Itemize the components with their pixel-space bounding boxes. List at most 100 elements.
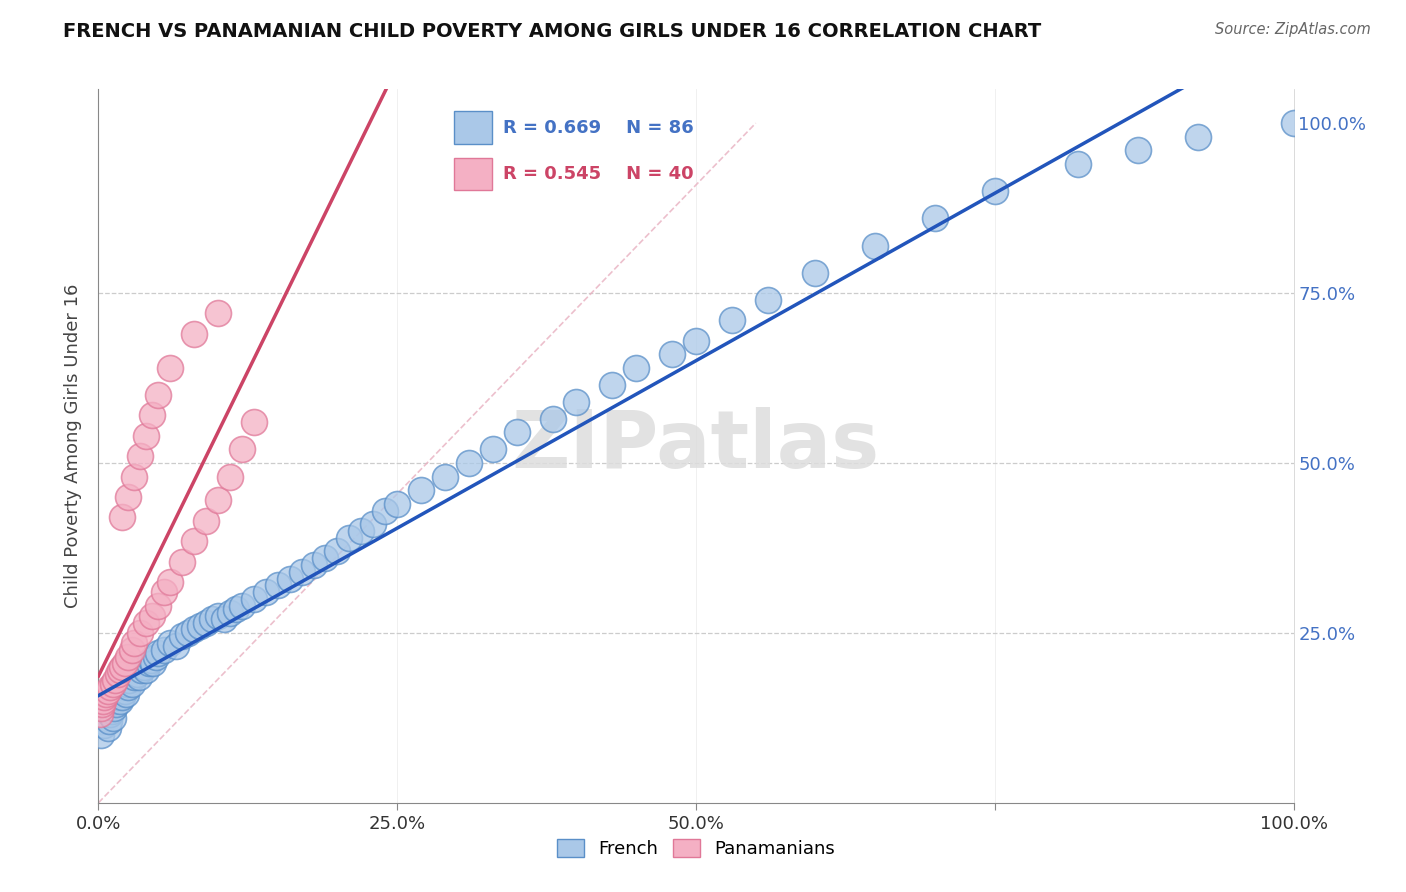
Point bbox=[721, 313, 744, 327]
Point bbox=[254, 585, 277, 599]
Point bbox=[804, 266, 827, 280]
Point bbox=[177, 626, 200, 640]
Point bbox=[219, 606, 242, 620]
Point bbox=[363, 517, 385, 532]
Point bbox=[1067, 157, 1090, 171]
Point bbox=[153, 585, 176, 599]
Point bbox=[90, 728, 112, 742]
Point bbox=[138, 657, 160, 671]
Point bbox=[104, 673, 127, 688]
Point bbox=[112, 680, 135, 694]
Point bbox=[105, 698, 128, 712]
Point bbox=[148, 599, 170, 613]
Point bbox=[458, 456, 481, 470]
Point bbox=[541, 412, 564, 426]
Point bbox=[141, 409, 163, 423]
Point bbox=[506, 425, 529, 440]
Point bbox=[172, 629, 194, 643]
Point bbox=[267, 578, 290, 592]
Point bbox=[225, 602, 247, 616]
Point bbox=[661, 347, 683, 361]
Point bbox=[125, 666, 148, 681]
Point bbox=[159, 636, 181, 650]
Point bbox=[183, 623, 205, 637]
Point bbox=[98, 698, 122, 712]
Point bbox=[984, 184, 1007, 198]
Point bbox=[121, 677, 143, 691]
Point bbox=[142, 657, 165, 671]
Point bbox=[685, 334, 707, 348]
Point bbox=[865, 238, 887, 252]
Point bbox=[159, 574, 181, 589]
Point bbox=[172, 555, 194, 569]
Point bbox=[219, 469, 242, 483]
Point bbox=[411, 483, 433, 498]
Point bbox=[129, 626, 152, 640]
Point bbox=[98, 680, 122, 694]
Point bbox=[315, 551, 337, 566]
Point bbox=[97, 721, 120, 735]
Point bbox=[91, 707, 114, 722]
Point bbox=[201, 612, 224, 626]
Point bbox=[756, 293, 779, 307]
Point bbox=[195, 514, 218, 528]
Point bbox=[434, 469, 457, 483]
Text: ZIPatlas: ZIPatlas bbox=[512, 407, 880, 485]
Point bbox=[165, 640, 187, 654]
Point bbox=[91, 714, 114, 729]
Point bbox=[1282, 116, 1305, 130]
Point bbox=[108, 663, 131, 677]
Point bbox=[90, 700, 112, 714]
Point bbox=[124, 670, 146, 684]
Point bbox=[132, 660, 155, 674]
Point bbox=[98, 707, 122, 722]
Point bbox=[602, 377, 624, 392]
Point bbox=[183, 326, 205, 341]
Point bbox=[141, 608, 163, 623]
Point bbox=[339, 531, 361, 545]
Point bbox=[91, 698, 114, 712]
Point bbox=[107, 666, 129, 681]
Point bbox=[98, 714, 121, 729]
Point bbox=[207, 306, 229, 320]
Point bbox=[188, 619, 211, 633]
Point bbox=[326, 544, 349, 558]
Point bbox=[115, 677, 138, 691]
Point bbox=[243, 591, 266, 606]
Point bbox=[148, 388, 170, 402]
Point bbox=[1187, 129, 1209, 144]
Point bbox=[481, 442, 505, 457]
Point bbox=[231, 599, 253, 613]
Point bbox=[103, 700, 125, 714]
Y-axis label: Child Poverty Among Girls Under 16: Child Poverty Among Girls Under 16 bbox=[63, 284, 82, 608]
Text: R = 0.545    N = 40: R = 0.545 N = 40 bbox=[503, 165, 693, 183]
Point bbox=[135, 429, 157, 443]
Point bbox=[114, 657, 136, 671]
Point bbox=[924, 211, 946, 226]
Point bbox=[183, 534, 205, 549]
Point bbox=[104, 694, 127, 708]
Text: FRENCH VS PANAMANIAN CHILD POVERTY AMONG GIRLS UNDER 16 CORRELATION CHART: FRENCH VS PANAMANIAN CHILD POVERTY AMONG… bbox=[63, 22, 1042, 41]
Point bbox=[115, 687, 138, 701]
Point bbox=[385, 497, 409, 511]
Point bbox=[212, 612, 235, 626]
Point bbox=[91, 694, 114, 708]
Text: R = 0.669    N = 86: R = 0.669 N = 86 bbox=[503, 119, 695, 136]
Point bbox=[97, 683, 120, 698]
Point bbox=[139, 653, 162, 667]
Point bbox=[231, 442, 253, 457]
Text: Source: ZipAtlas.com: Source: ZipAtlas.com bbox=[1215, 22, 1371, 37]
Point bbox=[207, 608, 229, 623]
Point bbox=[278, 572, 301, 586]
Point bbox=[89, 707, 111, 722]
Point bbox=[302, 558, 325, 572]
Point bbox=[118, 673, 141, 688]
Point bbox=[107, 687, 129, 701]
Point bbox=[117, 490, 139, 504]
Point bbox=[111, 510, 134, 524]
Point bbox=[135, 663, 157, 677]
Bar bbox=[454, 158, 492, 190]
Point bbox=[117, 680, 139, 694]
Point bbox=[96, 700, 118, 714]
Point bbox=[114, 683, 136, 698]
